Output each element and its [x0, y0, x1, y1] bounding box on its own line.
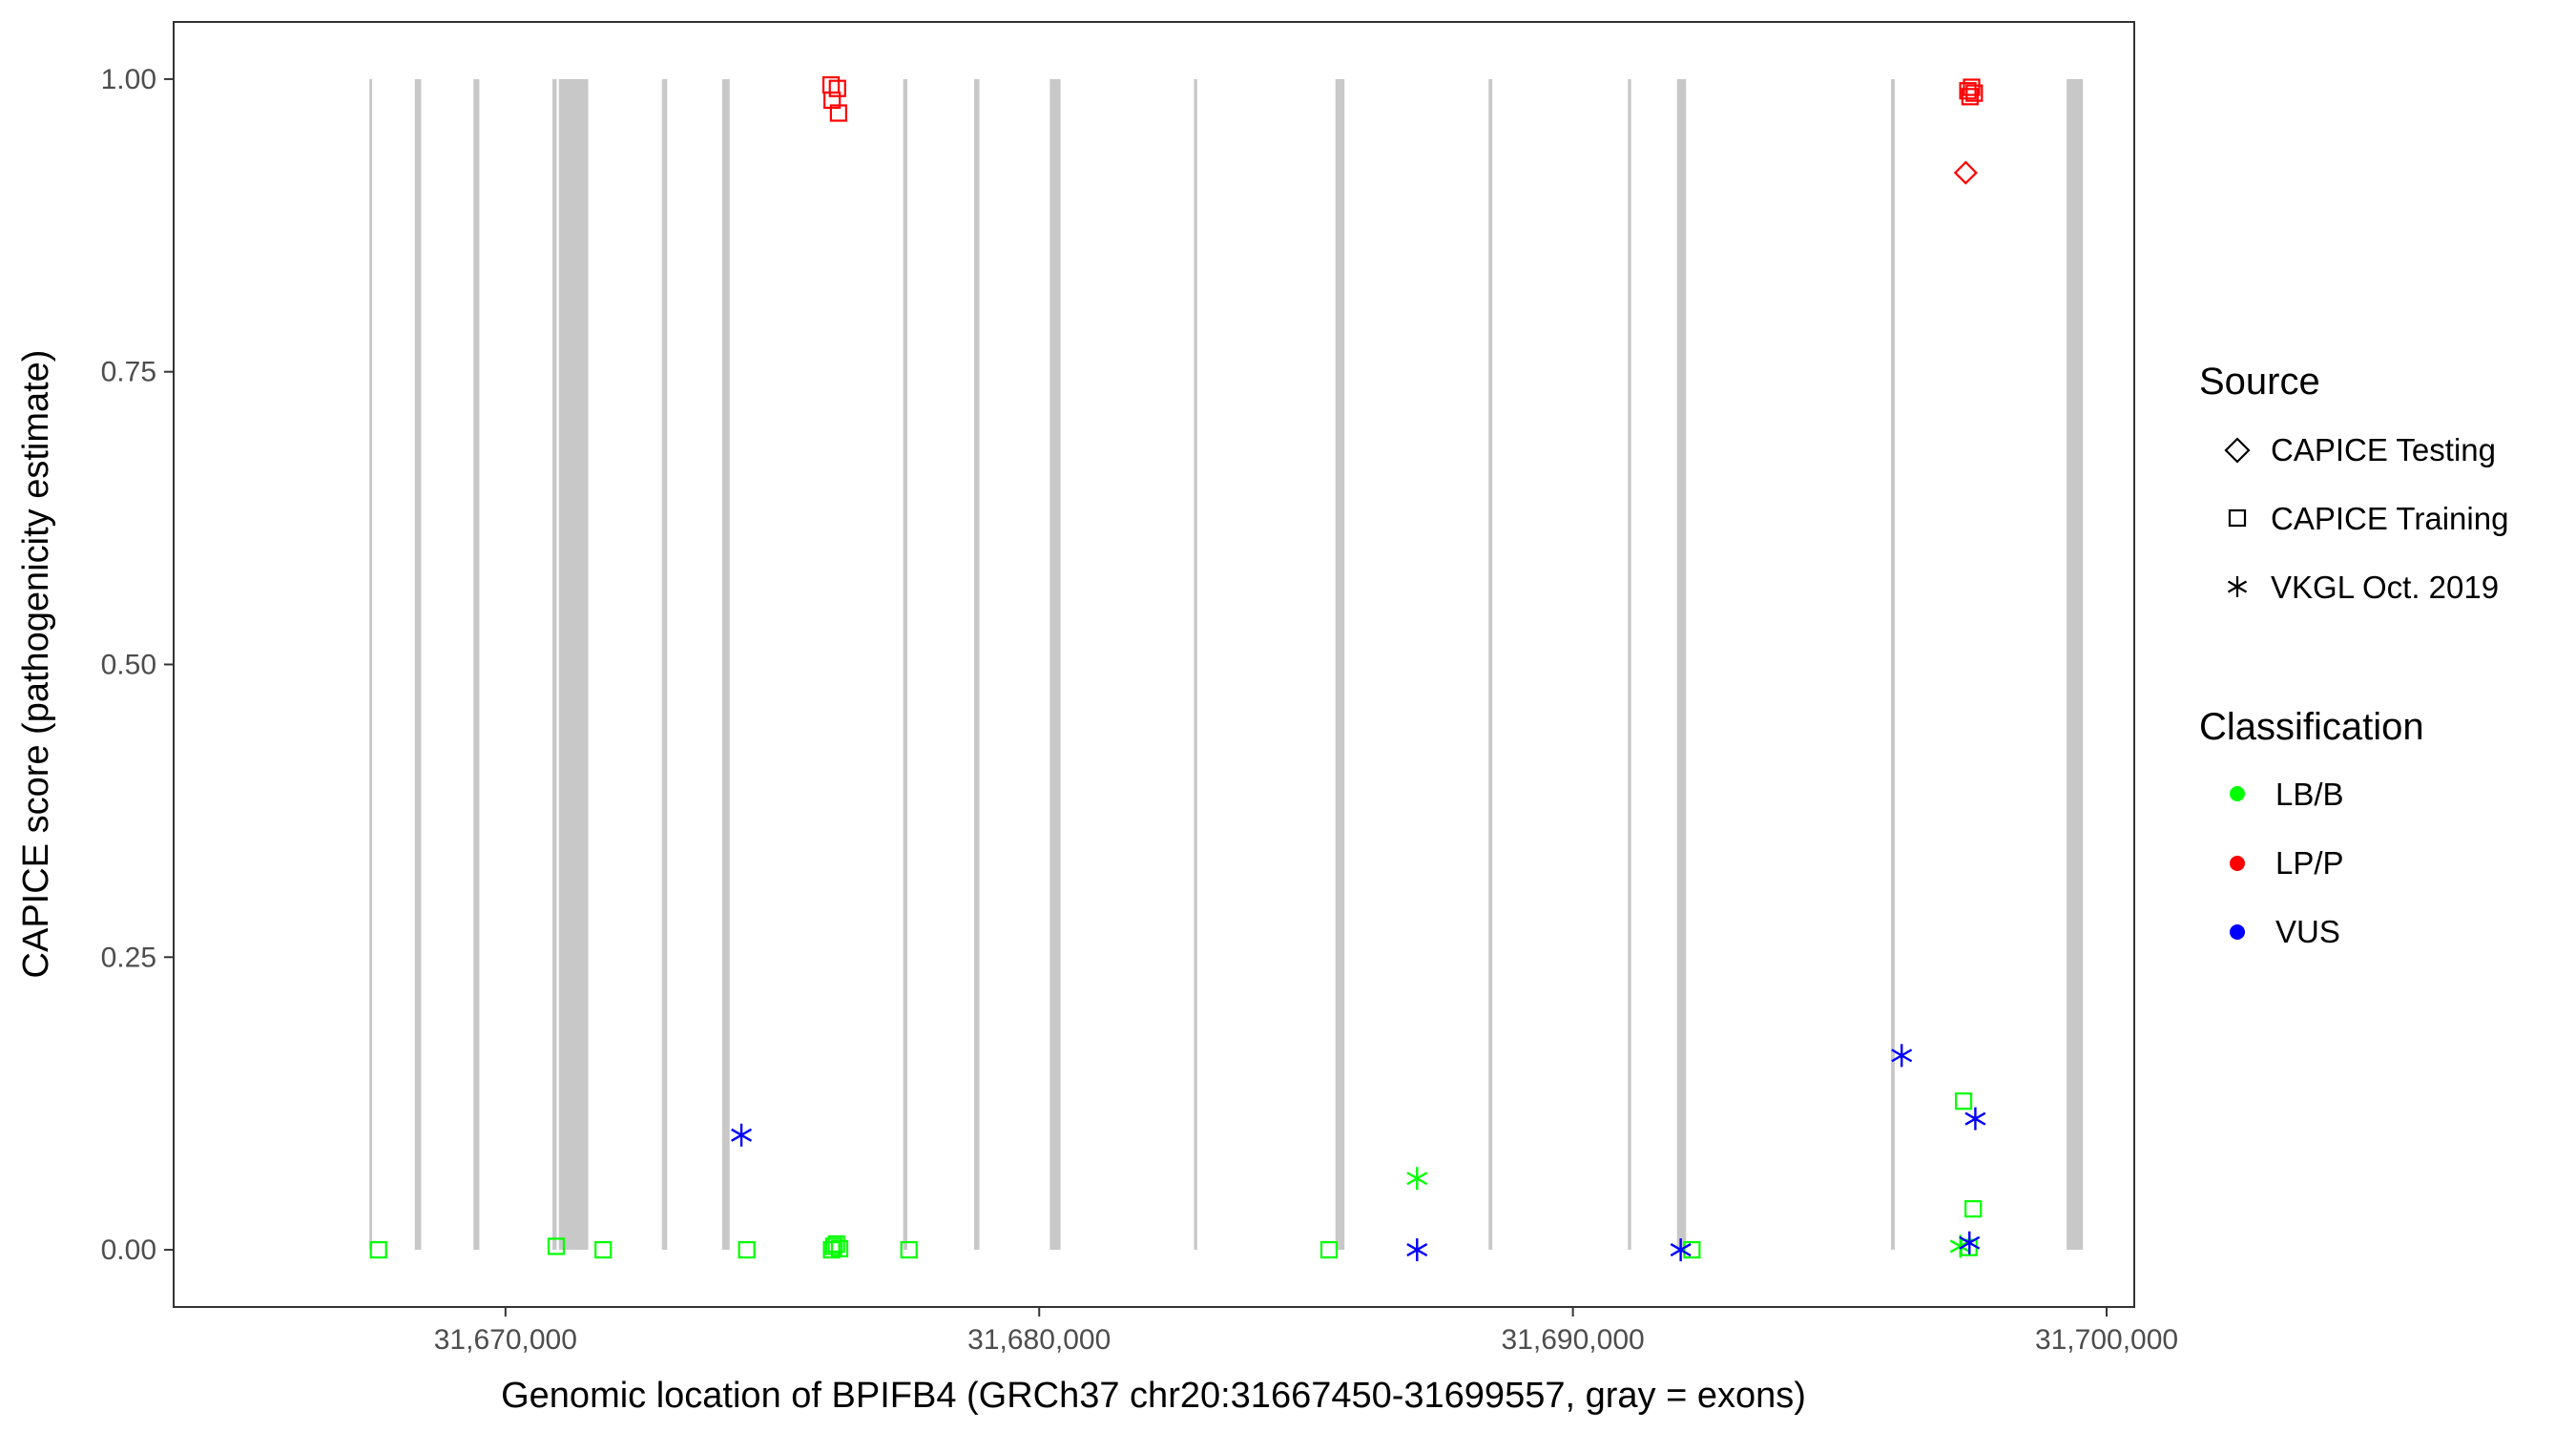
point-asterisk: [1964, 1107, 1986, 1130]
x-tick-label: 31,670,000: [434, 1324, 577, 1356]
point-diamond: [1953, 160, 1978, 185]
point-square: [830, 1239, 849, 1257]
exon-band-11: [1194, 78, 1197, 1251]
exon-band-14: [1628, 78, 1631, 1251]
point-square: [737, 1240, 756, 1259]
point-square: [594, 1240, 613, 1259]
point-square: [1961, 88, 1979, 106]
legend-item-vus: VUS: [2230, 914, 2340, 949]
exon-band-9: [973, 78, 980, 1251]
x-axis-title: Genomic location of BPIFB4 (GRCh37 chr20…: [501, 1376, 1806, 1416]
y-tick-label: 1.00: [101, 64, 156, 95]
y-axis: 0.00 0.25 0.50 0.75 1.00: [101, 64, 174, 1266]
exon-band-12: [1335, 78, 1345, 1251]
legend-item-lbb: LB/B: [2230, 777, 2344, 812]
exon-band-4: [552, 78, 557, 1251]
diamond-icon: [2224, 437, 2251, 464]
exon-band-3: [473, 78, 480, 1251]
exon-band-15: [1676, 78, 1687, 1251]
point-square: [824, 1237, 842, 1255]
point-square: [1319, 1240, 1339, 1259]
point-asterisk: [1406, 1167, 1428, 1191]
legend-item-capice-training: CAPICE Training: [2228, 501, 2508, 536]
exon-band-13: [1488, 78, 1493, 1251]
x-tick-label: 31,690,000: [1502, 1324, 1645, 1356]
legend-label-vkgl: VKGL Oct. 2019: [2271, 570, 2499, 605]
y-tick-label: 0.50: [101, 650, 156, 681]
point-asterisk: [1891, 1044, 1913, 1068]
y-tick-label: 0.75: [101, 357, 156, 388]
point-asterisk: [731, 1123, 753, 1147]
point-square: [823, 91, 841, 110]
exon-band-8: [903, 78, 908, 1251]
point-square: [369, 1240, 387, 1259]
asterisk-icon: [2227, 576, 2248, 597]
exon-band-2: [414, 78, 422, 1251]
legend-item-vkgl: VKGL Oct. 2019: [2227, 570, 2499, 605]
legend-item-capice-testing: CAPICE Testing: [2224, 432, 2496, 467]
point-square: [1959, 82, 1977, 100]
legend-label-vus: VUS: [2275, 914, 2340, 949]
data-points: [369, 75, 1986, 1262]
point-asterisk: [1959, 1231, 1981, 1255]
legend-source-title: Source: [2199, 361, 2320, 403]
exon-band-10: [1049, 78, 1061, 1251]
point-square: [1963, 78, 1981, 96]
point-square: [827, 1234, 845, 1254]
legend-label-capice-training: CAPICE Training: [2271, 501, 2508, 536]
point-square: [828, 79, 846, 97]
point-square: [547, 1237, 566, 1255]
point-square: [1965, 84, 1984, 102]
exon-band-16: [1891, 78, 1895, 1251]
dot-icon: [2230, 924, 2245, 940]
dot-icon: [2230, 786, 2245, 801]
point-asterisk: [1406, 1238, 1428, 1262]
legend-label-capice-testing: CAPICE Testing: [2271, 432, 2496, 467]
point-square: [1683, 1240, 1701, 1259]
legend-classification-title: Classification: [2199, 706, 2424, 748]
legend-label-lpp: LP/P: [2275, 845, 2344, 881]
legend-label-lbb: LB/B: [2275, 777, 2344, 812]
point-asterisk: [1670, 1238, 1692, 1262]
exon-bands: [369, 78, 2084, 1251]
legend: Source CAPICE Testing CAPICE Training VK…: [2199, 361, 2508, 949]
point-square: [1955, 1092, 1973, 1110]
y-tick-label: 0.00: [101, 1234, 156, 1266]
exon-band-6: [661, 78, 668, 1251]
x-axis: 31,670,000 31,680,000 31,690,000 31,700,000: [434, 1307, 2178, 1356]
exon-band-1: [369, 78, 372, 1251]
exon-band-17: [2067, 78, 2084, 1251]
point-square: [900, 1240, 918, 1259]
x-tick-label: 31,680,000: [967, 1324, 1111, 1356]
exon-band-5: [558, 78, 589, 1251]
exon-band-7: [721, 78, 730, 1251]
dot-icon: [2230, 856, 2245, 871]
legend-item-lpp: LP/P: [2230, 845, 2344, 881]
square-icon: [2228, 508, 2247, 528]
point-square: [1964, 1200, 1983, 1218]
y-tick-label: 0.25: [101, 942, 156, 973]
point-square: [829, 104, 847, 122]
y-axis-title: CAPICE score (pathogenicity estimate): [16, 350, 56, 979]
x-tick-label: 31,700,000: [2035, 1324, 2178, 1356]
